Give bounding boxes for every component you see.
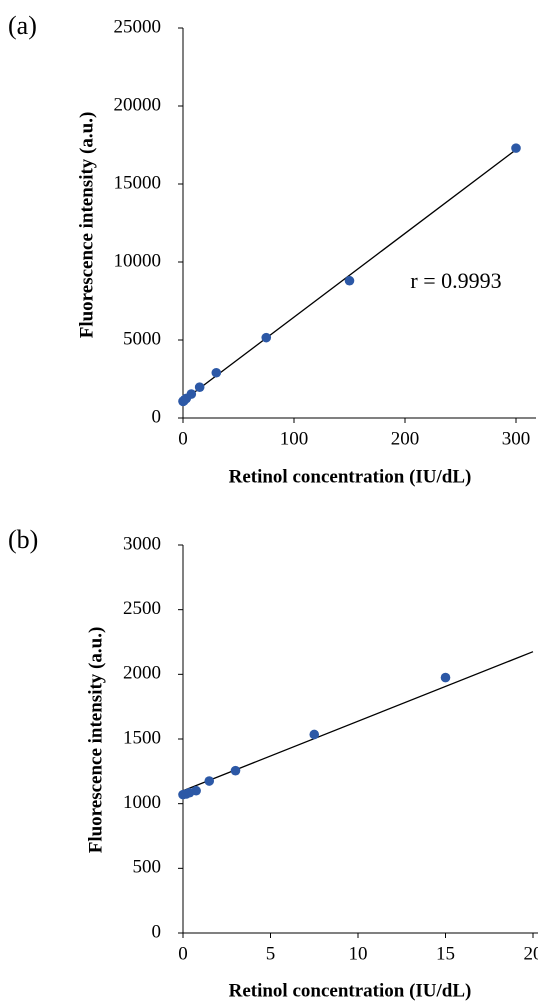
panel-label: (b) (8, 525, 38, 554)
x-tick-label: 200 (391, 428, 420, 449)
y-tick-label: 10000 (114, 250, 162, 271)
data-point (344, 275, 355, 286)
data-point (309, 729, 320, 740)
x-tick-label: 0 (178, 943, 188, 964)
y-tick-label: 2500 (123, 598, 161, 619)
panel-label: (a) (8, 11, 37, 40)
y-tick-label: 1500 (123, 727, 161, 748)
data-point (191, 785, 201, 796)
y-tick-label: 2000 (123, 663, 161, 684)
y-axis-title: Fluorescence intensity (a.u.) (76, 112, 97, 339)
data-point (194, 382, 205, 392)
x-tick-label: 10 (349, 943, 368, 964)
data-point (261, 332, 272, 343)
x-tick-label: 5 (266, 943, 276, 964)
y-tick-label: 3000 (123, 533, 161, 554)
data-point (230, 765, 241, 776)
y-tick-label: 25000 (114, 16, 162, 37)
x-axis-title: Retinol concentration (IU/dL) (229, 466, 472, 487)
y-tick-label: 20000 (114, 94, 162, 115)
trendline (182, 149, 517, 402)
data-point (186, 389, 197, 399)
y-tick-label: 15000 (114, 172, 162, 193)
x-tick-label: 300 (502, 428, 531, 449)
y-tick-label: 0 (152, 921, 162, 942)
y-tick-label: 1000 (123, 792, 161, 813)
x-tick-label: 100 (280, 428, 309, 449)
y-tick-label: 0 (152, 406, 162, 427)
x-axis-title: Retinol concentration (IU/dL) (229, 980, 472, 1001)
data-point (204, 776, 215, 786)
x-tick-label: 0 (178, 428, 188, 449)
trendline (182, 651, 534, 792)
x-tick-label: 15 (436, 943, 455, 964)
x-tick-label: 20 (524, 943, 538, 964)
y-tick-label: 5000 (123, 328, 161, 349)
annotation: r = 0.9993 (410, 268, 501, 293)
data-point (211, 367, 222, 378)
data-point (511, 143, 521, 153)
data-point (440, 672, 451, 683)
y-axis-title: Fluorescence intensity (a.u.) (85, 627, 106, 854)
y-tick-label: 500 (133, 857, 162, 878)
